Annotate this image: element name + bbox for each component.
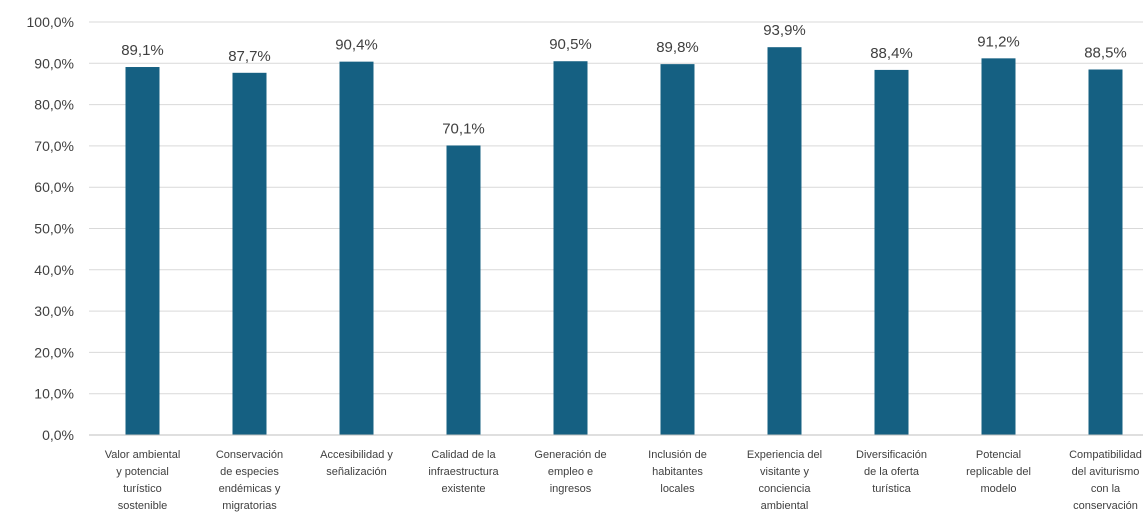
x-tick-label-line: infraestructura bbox=[428, 466, 499, 478]
y-tick-label: 100,0% bbox=[27, 14, 74, 30]
x-tick-label-line: migratorias bbox=[222, 500, 277, 512]
y-tick-label: 30,0% bbox=[34, 303, 74, 319]
x-tick-label-line: endémicas y bbox=[219, 483, 281, 495]
data-label: 91,2% bbox=[977, 33, 1020, 50]
x-tick-label: Accesibilidad y señalización bbox=[320, 449, 393, 478]
bar bbox=[660, 64, 695, 435]
y-tick-label: 80,0% bbox=[34, 97, 74, 113]
bar bbox=[339, 61, 374, 435]
x-tick-label-line: Calidad de la bbox=[431, 449, 496, 461]
data-label: 93,9% bbox=[763, 22, 806, 39]
data-label: 70,1% bbox=[442, 120, 485, 137]
data-label: 87,7% bbox=[228, 48, 271, 65]
x-tick-label-line: turístico bbox=[123, 483, 162, 495]
x-axis-category-labels: Valor ambiental y potencial turístico soste… bbox=[105, 449, 1142, 512]
x-tick-label: Valor ambiental y potencial turístico soste… bbox=[105, 449, 181, 512]
y-tick-label: 10,0% bbox=[34, 386, 74, 402]
x-tick-label-line: replicable del bbox=[966, 466, 1031, 478]
x-tick-label-line: empleo e bbox=[548, 466, 593, 478]
data-label: 90,5% bbox=[549, 36, 592, 53]
x-tick-label: Compatibilidad del aviturismo con la conser… bbox=[1069, 449, 1142, 512]
x-tick-label-line: habitantes bbox=[652, 466, 703, 478]
data-labels: 89,1% 87,7% 90,4% 70,1% 90,5% 89,8% 93,9% 88,4%… bbox=[121, 22, 1127, 137]
bar bbox=[125, 67, 160, 435]
y-tick-label: 70,0% bbox=[34, 138, 74, 154]
x-tick-label-line: Compatibilidad bbox=[1069, 449, 1142, 461]
x-tick-label-line: Experiencia del bbox=[747, 449, 822, 461]
x-tick-label-line: turística bbox=[872, 483, 911, 495]
x-tick-label-line: de especies bbox=[220, 466, 279, 478]
x-tick-label: Potencial replicable del modelo bbox=[966, 449, 1031, 495]
data-label: 89,1% bbox=[121, 42, 164, 59]
x-tick-label-line: Diversificación bbox=[856, 449, 927, 461]
x-tick-label-line: Valor ambiental bbox=[105, 449, 181, 461]
bar bbox=[1088, 69, 1123, 436]
y-tick-label: 0,0% bbox=[42, 427, 74, 443]
x-tick-label: Experiencia del visitante y conciencia ambi… bbox=[747, 449, 822, 512]
y-tick-label: 40,0% bbox=[34, 262, 74, 278]
x-tick-label-line: Conservación bbox=[216, 449, 283, 461]
x-tick-label: Diversificación de la oferta turística bbox=[856, 449, 927, 495]
data-label: 88,4% bbox=[870, 45, 913, 62]
y-tick-label: 50,0% bbox=[34, 221, 74, 237]
y-tick-label: 20,0% bbox=[34, 344, 74, 360]
x-tick-label-line: existente bbox=[441, 483, 485, 495]
bars bbox=[125, 47, 1123, 436]
x-tick-label: Conservación de especies endémicas y migrat… bbox=[216, 449, 283, 512]
y-tick-label: 60,0% bbox=[34, 179, 74, 195]
y-axis-ticks: 0,0% 10,0% 20,0% 30,0% 40,0% 50,0% 60,0% 70,0% 8… bbox=[27, 14, 74, 443]
x-tick-label: Generación de empleo e ingresos bbox=[534, 449, 606, 495]
x-tick-label-line: conciencia bbox=[759, 483, 812, 495]
x-tick-label-line: de la oferta bbox=[864, 466, 920, 478]
bar bbox=[232, 72, 267, 435]
bar bbox=[553, 61, 588, 436]
bar bbox=[874, 69, 909, 436]
x-tick-label-line: Accesibilidad y bbox=[320, 449, 393, 461]
x-tick-label-line: Inclusión de bbox=[648, 449, 707, 461]
x-tick-label-line: modelo bbox=[980, 483, 1016, 495]
x-tick-label-line: del aviturismo bbox=[1072, 466, 1140, 478]
x-tick-label-line: conservación bbox=[1073, 500, 1138, 512]
x-tick-label-line: y potencial bbox=[116, 466, 169, 478]
x-tick-label-line: Generación de bbox=[534, 449, 606, 461]
data-label: 88,5% bbox=[1084, 44, 1127, 61]
data-label: 90,4% bbox=[335, 37, 378, 54]
x-tick-label-line: con la bbox=[1091, 483, 1121, 495]
y-tick-label: 90,0% bbox=[34, 55, 74, 71]
bar bbox=[981, 58, 1016, 436]
x-tick-label-line: ingresos bbox=[550, 483, 592, 495]
x-tick-label-line: sostenible bbox=[118, 500, 168, 512]
x-tick-label-line: señalización bbox=[326, 466, 387, 478]
x-tick-label: Calidad de la infraestructura existente bbox=[428, 449, 499, 495]
x-tick-label-line: ambiental bbox=[761, 500, 809, 512]
bar bbox=[767, 47, 802, 436]
x-tick-label-line: Potencial bbox=[976, 449, 1021, 461]
data-label: 89,8% bbox=[656, 39, 699, 56]
x-tick-label-line: locales bbox=[660, 483, 695, 495]
x-tick-label-line: visitante y bbox=[760, 466, 809, 478]
x-tick-label: Inclusión de habitantes locales bbox=[648, 449, 707, 495]
bar bbox=[446, 145, 481, 435]
